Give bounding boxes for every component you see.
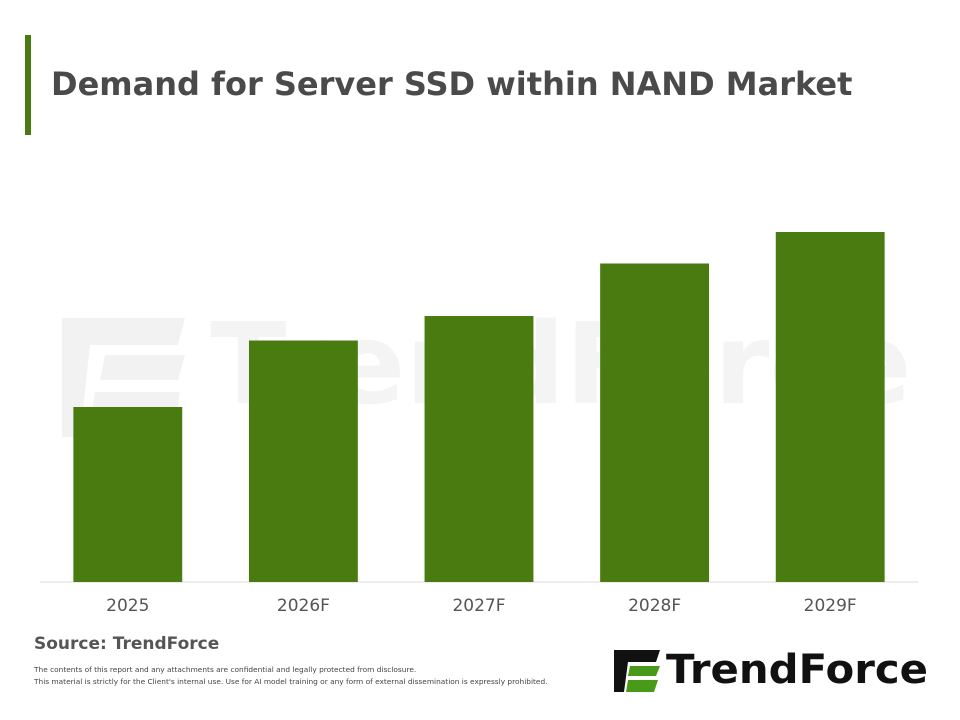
logo-icon [614,650,660,692]
bar [775,232,885,582]
bar [424,316,534,582]
x-tick-label: 2025 [106,596,149,616]
chart-title: Demand for Server SSD within NAND Market [51,65,852,103]
x-tick-label: 2026F [277,596,330,616]
bar [248,340,358,582]
disclaimer-line: The contents of this report and any atta… [33,665,416,674]
source: Source: TrendForce [34,634,219,654]
x-tick-label: 2027F [452,596,505,616]
logo-text: TrendForce [666,647,928,693]
x-tick-label: 2028F [628,596,681,616]
title-accent [25,35,31,135]
disclaimer-line: This material is strictly for the Client… [33,677,548,686]
bar [73,407,183,582]
bar [600,263,710,582]
x-tick-label: 2029F [804,596,857,616]
